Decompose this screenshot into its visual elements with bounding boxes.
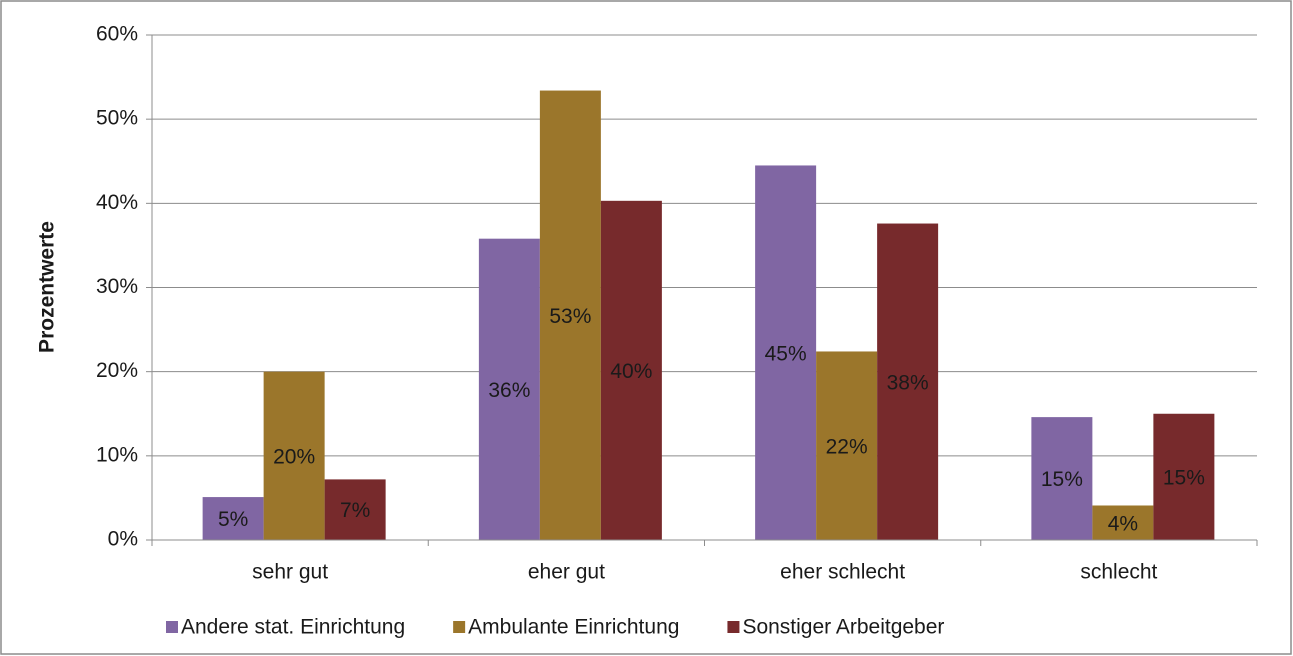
legend-label: Sonstiger Arbeitgeber xyxy=(742,616,944,639)
bar xyxy=(478,238,540,540)
x-tick-label: schlecht xyxy=(1080,561,1157,584)
bar xyxy=(600,200,662,540)
x-tick-label: sehr gut xyxy=(252,561,328,584)
legend-swatch xyxy=(453,621,466,633)
data-label: 5% xyxy=(218,508,248,531)
y-axis-label: Prozentwerte xyxy=(36,221,59,353)
y-tick-label: 10% xyxy=(96,443,138,466)
data-label: 15% xyxy=(1041,468,1083,491)
bar xyxy=(1153,413,1215,540)
data-label: 4% xyxy=(1108,512,1138,535)
bar xyxy=(877,223,939,541)
bar xyxy=(202,497,264,540)
legend-swatch xyxy=(727,621,740,633)
legend-label: Ambulante Einrichtung xyxy=(468,616,679,639)
y-tick-label: 40% xyxy=(96,191,138,214)
bar xyxy=(1092,505,1154,540)
bar xyxy=(755,165,817,541)
data-label: 45% xyxy=(765,342,807,365)
bar xyxy=(263,371,325,540)
x-tick-label: eher gut xyxy=(528,561,605,584)
data-label: 7% xyxy=(340,499,370,522)
bar xyxy=(324,479,386,540)
y-tick-label: 50% xyxy=(96,107,138,130)
data-label: 22% xyxy=(826,435,868,458)
data-label: 53% xyxy=(549,305,591,328)
bar xyxy=(539,90,601,541)
y-tick-label: 60% xyxy=(96,23,138,46)
data-label: 15% xyxy=(1163,466,1205,489)
y-tick-label: 30% xyxy=(96,275,138,298)
data-label: 36% xyxy=(488,379,530,402)
y-tick-label: 0% xyxy=(108,528,138,551)
bar xyxy=(1031,417,1093,540)
legend-swatch xyxy=(166,621,178,633)
data-label: 20% xyxy=(273,445,315,468)
data-label: 38% xyxy=(887,371,929,394)
x-tick-label: eher schlecht xyxy=(780,561,905,584)
data-label: 40% xyxy=(610,360,652,383)
legend-label: Andere stat. Einrichtung xyxy=(181,616,405,639)
bar xyxy=(816,351,878,540)
y-tick-label: 20% xyxy=(96,359,138,382)
